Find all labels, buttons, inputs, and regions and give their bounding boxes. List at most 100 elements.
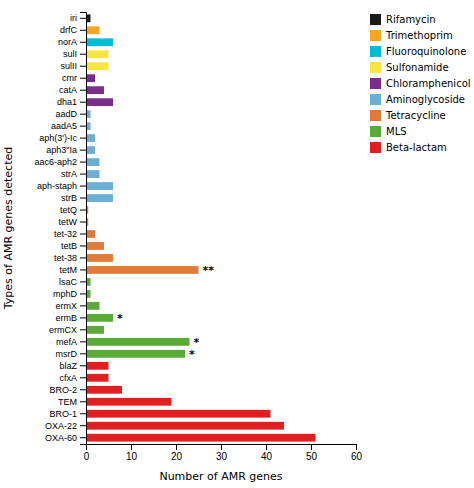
tick: aph-staph — [37, 181, 86, 191]
bar — [86, 26, 100, 34]
legend-item: Trimethoprim — [370, 30, 453, 41]
tick: OXA-60 — [45, 433, 86, 443]
tick: 30 — [216, 444, 228, 462]
tick: aph(3')-Ic — [39, 133, 86, 143]
tick: mphD — [53, 289, 86, 299]
legend-item: Fluoroquinolone — [370, 46, 466, 57]
tick-mark — [80, 126, 86, 127]
tick-label: dha1 — [57, 97, 77, 107]
tick-label: iri — [70, 13, 77, 23]
bar — [86, 422, 284, 430]
tick-mark — [80, 269, 86, 270]
tick-label: aadA5 — [51, 121, 77, 131]
legend-item: Sulfonamide — [370, 62, 449, 73]
bar — [86, 38, 113, 46]
annotations: ***** — [117, 264, 214, 361]
tick-mark — [80, 90, 86, 91]
tick-label: 30 — [216, 451, 228, 462]
y-axis-title: Types of AMR genes detected — [2, 147, 15, 310]
tick-label: lsaC — [59, 277, 78, 287]
bar — [86, 62, 109, 70]
tick-label: ermB — [55, 313, 77, 323]
tick: sulII — [60, 61, 86, 71]
tick-mark — [80, 425, 86, 426]
tick: sulI — [63, 49, 86, 59]
tick: 50 — [306, 444, 318, 462]
tick-label: 20 — [171, 451, 183, 462]
legend-label: Tetracycline — [385, 110, 446, 121]
bar — [86, 410, 271, 418]
bar — [86, 182, 113, 190]
bar — [86, 398, 172, 406]
tick-mark — [131, 444, 132, 450]
tick-mark — [80, 150, 86, 151]
tick: drfC — [60, 25, 86, 35]
tick-label: mefA — [56, 337, 77, 347]
tick: OXA-22 — [45, 421, 86, 431]
bar — [86, 86, 104, 94]
legend-item: Aminoglycoside — [370, 94, 465, 105]
bar — [86, 134, 95, 142]
tick-mark — [80, 437, 86, 438]
tick-label: 0 — [84, 451, 90, 462]
tick-mark — [80, 233, 86, 234]
tick: aph3"Ia — [46, 145, 86, 155]
tick-mark — [80, 281, 86, 282]
x-axis: 0102030405060 — [84, 444, 363, 462]
tick-label: OXA-22 — [45, 421, 77, 431]
tick-label: tetB — [61, 241, 77, 251]
tick-label: 10 — [126, 451, 138, 462]
tick-label: cmr — [62, 73, 77, 83]
tick-mark — [80, 114, 86, 115]
tick: norA — [58, 37, 86, 47]
tick-mark — [80, 186, 86, 187]
legend-swatch — [370, 78, 381, 89]
bar — [86, 254, 113, 262]
tick: iri — [70, 13, 86, 23]
tick-label: mphD — [53, 289, 78, 299]
tick: tetM — [59, 265, 86, 275]
tick-label: drfC — [60, 25, 78, 35]
tick-label: TEM — [58, 397, 77, 407]
annotation: * — [117, 312, 123, 325]
tick: 0 — [84, 444, 90, 462]
tick-label: cfxA — [59, 373, 77, 383]
legend-swatch — [370, 30, 381, 41]
tick-mark — [80, 293, 86, 294]
legend: RifamycinTrimethoprimFluoroquinoloneSulf… — [370, 14, 471, 153]
tick-label: strB — [61, 193, 77, 203]
tick: aac6-aph2 — [34, 157, 86, 167]
legend-item: Tetracycline — [370, 110, 446, 121]
tick: aadA5 — [51, 121, 86, 131]
legend-swatch — [370, 14, 381, 25]
bar — [86, 194, 113, 202]
tick-mark — [80, 78, 86, 79]
bar — [86, 242, 104, 250]
bar — [86, 50, 109, 58]
tick-mark — [266, 444, 267, 450]
tick-label: blaZ — [59, 361, 77, 371]
tick-label: sulI — [63, 49, 77, 59]
tick-label: tetW — [58, 217, 77, 227]
tick-mark — [80, 54, 86, 55]
tick: blaZ — [59, 361, 86, 371]
bar — [86, 146, 95, 154]
bar — [86, 74, 95, 82]
legend-swatch — [370, 94, 381, 105]
bars — [86, 14, 316, 441]
tick-label: msrD — [56, 349, 78, 359]
tick: dha1 — [57, 97, 86, 107]
tick: 10 — [126, 444, 138, 462]
tick-mark — [356, 444, 357, 450]
tick-mark — [80, 245, 86, 246]
tick-label: ermCX — [49, 325, 77, 335]
tick-mark — [80, 257, 86, 258]
tick-label: tet-38 — [54, 253, 77, 263]
tick-mark — [311, 444, 312, 450]
tick: BRO-1 — [49, 409, 86, 419]
tick: aadD — [55, 109, 86, 119]
bar — [86, 302, 100, 310]
tick: mefA — [56, 337, 86, 347]
legend-swatch — [370, 126, 381, 137]
tick-mark — [80, 198, 86, 199]
